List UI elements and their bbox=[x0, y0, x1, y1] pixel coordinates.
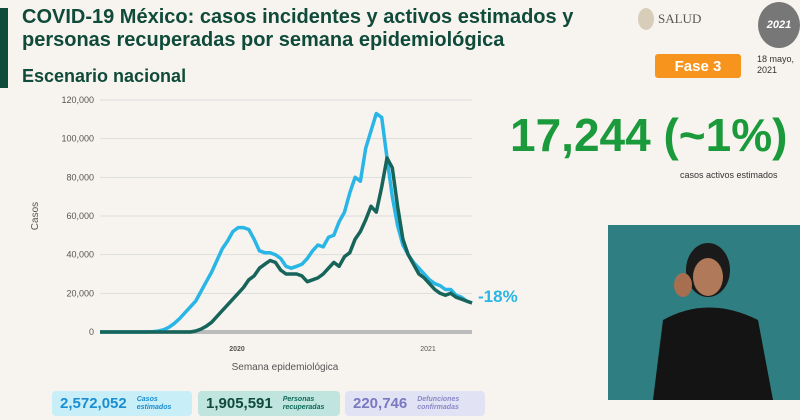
series-line-1 bbox=[100, 156, 473, 334]
stat-estimated-cases: 2,572,052 Casos estimados bbox=[52, 391, 192, 416]
stat-label: Personas recuperadas bbox=[282, 395, 325, 411]
series-line-0 bbox=[100, 111, 473, 334]
x-axis-label: Semana epidemiológica bbox=[232, 362, 339, 373]
y-tick-label: 40,000 bbox=[66, 250, 94, 260]
phase-badge: Fase 3 bbox=[655, 54, 741, 78]
salud-logo: SALUD bbox=[638, 8, 701, 30]
y-tick-label: 100,000 bbox=[61, 134, 94, 144]
active-cases-value: 17,244 (~1%) bbox=[510, 109, 788, 161]
cases-chart: Casos Semana epidemiológica 2020 2021 -1… bbox=[30, 95, 518, 373]
stat-label: Casos estimados bbox=[136, 395, 172, 411]
stat-value: 2,572,052 bbox=[60, 395, 127, 412]
y-tick-label: 0 bbox=[89, 327, 94, 337]
date: 18 mayo, 2021 bbox=[757, 54, 795, 75]
y-tick-label: 120,000 bbox=[61, 95, 94, 105]
stat-label: Defunciones confirmadas bbox=[417, 395, 460, 411]
stat-recovered: 1,905,591 Personas recuperadas bbox=[198, 391, 340, 416]
stat-value: 1,905,591 bbox=[206, 395, 273, 412]
accent-bar bbox=[0, 8, 8, 88]
y-tick-label: 80,000 bbox=[66, 172, 94, 182]
y-tick-label: 60,000 bbox=[66, 211, 94, 221]
stat-deaths: 220,746 Defunciones confirmadas bbox=[345, 391, 485, 416]
x-tick-2021: 2021 bbox=[420, 346, 436, 353]
interpreter-figure bbox=[653, 243, 773, 400]
year-badge: 2021 bbox=[758, 2, 800, 48]
y-tick-label: 20,000 bbox=[66, 288, 94, 298]
active-cases-label: casos activos estimados bbox=[680, 170, 778, 180]
sign-language-interpreter-video bbox=[608, 225, 800, 400]
y-axis-label: Casos bbox=[30, 202, 41, 230]
seal-icon bbox=[638, 8, 654, 30]
change-annotation: -18% bbox=[478, 287, 518, 306]
logo-text: SALUD bbox=[658, 11, 702, 26]
stat-value: 220,746 bbox=[353, 395, 408, 412]
x-tick-2020: 2020 bbox=[229, 346, 245, 353]
page-subtitle: Escenario nacional bbox=[22, 66, 187, 86]
page-title: COVID-19 México: casos incidentes y acti… bbox=[22, 6, 574, 51]
